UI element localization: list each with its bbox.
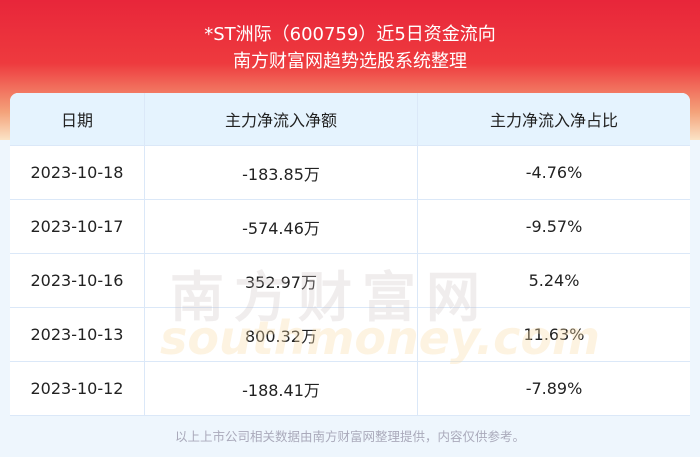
fund-flow-table: 日期 主力净流入净额 主力净流入净占比 2023-10-18 -183.85万 -4… [10,93,690,416]
cell-net-ratio: 11.63% [523,325,585,344]
cell-date: 2023-10-12 [10,362,145,415]
column-header-date: 日期 [10,93,145,145]
cell-net-inflow: -574.46万 [145,200,418,253]
cell-net-ratio: -7.89% [525,379,583,398]
cell-date: 2023-10-16 [10,254,145,307]
cell-net-ratio: -4.76% [525,163,583,182]
cell-date: 2023-10-17 [10,200,145,253]
table-row: 2023-10-17 -574.46万 -9.57% [10,200,690,254]
cell-net-ratio: -9.57% [525,217,583,236]
table-row: 2023-10-16 352.97万 5.24% [10,254,690,308]
table-header: 日期 主力净流入净额 主力净流入净占比 [10,93,690,146]
footer-note: 以上上市公司相关数据由南方财富网整理提供，内容仅供参考。 [174,429,525,444]
cell-net-inflow: -188.41万 [145,362,418,415]
cell-net-inflow: -183.85万 [145,146,418,199]
table-row: 2023-10-12 -188.41万 -7.89% [10,362,690,416]
column-header-net-ratio: 主力净流入净占比 [489,111,618,130]
cell-date: 2023-10-18 [10,146,145,199]
page-title: *ST洲际（600759）近5日资金流向 [204,24,496,45]
page-subtitle: 南方财富网趋势选股系统整理 [233,51,467,72]
table-row: 2023-10-18 -183.85万 -4.76% [10,146,690,200]
cell-net-inflow: 352.97万 [145,254,418,307]
cell-date: 2023-10-13 [10,308,145,361]
cell-net-inflow: 800.32万 [145,308,418,361]
column-header-net-inflow: 主力净流入净额 [145,93,418,145]
cell-net-ratio: 5.24% [528,271,580,290]
table-row: 2023-10-13 800.32万 11.63% [10,308,690,362]
